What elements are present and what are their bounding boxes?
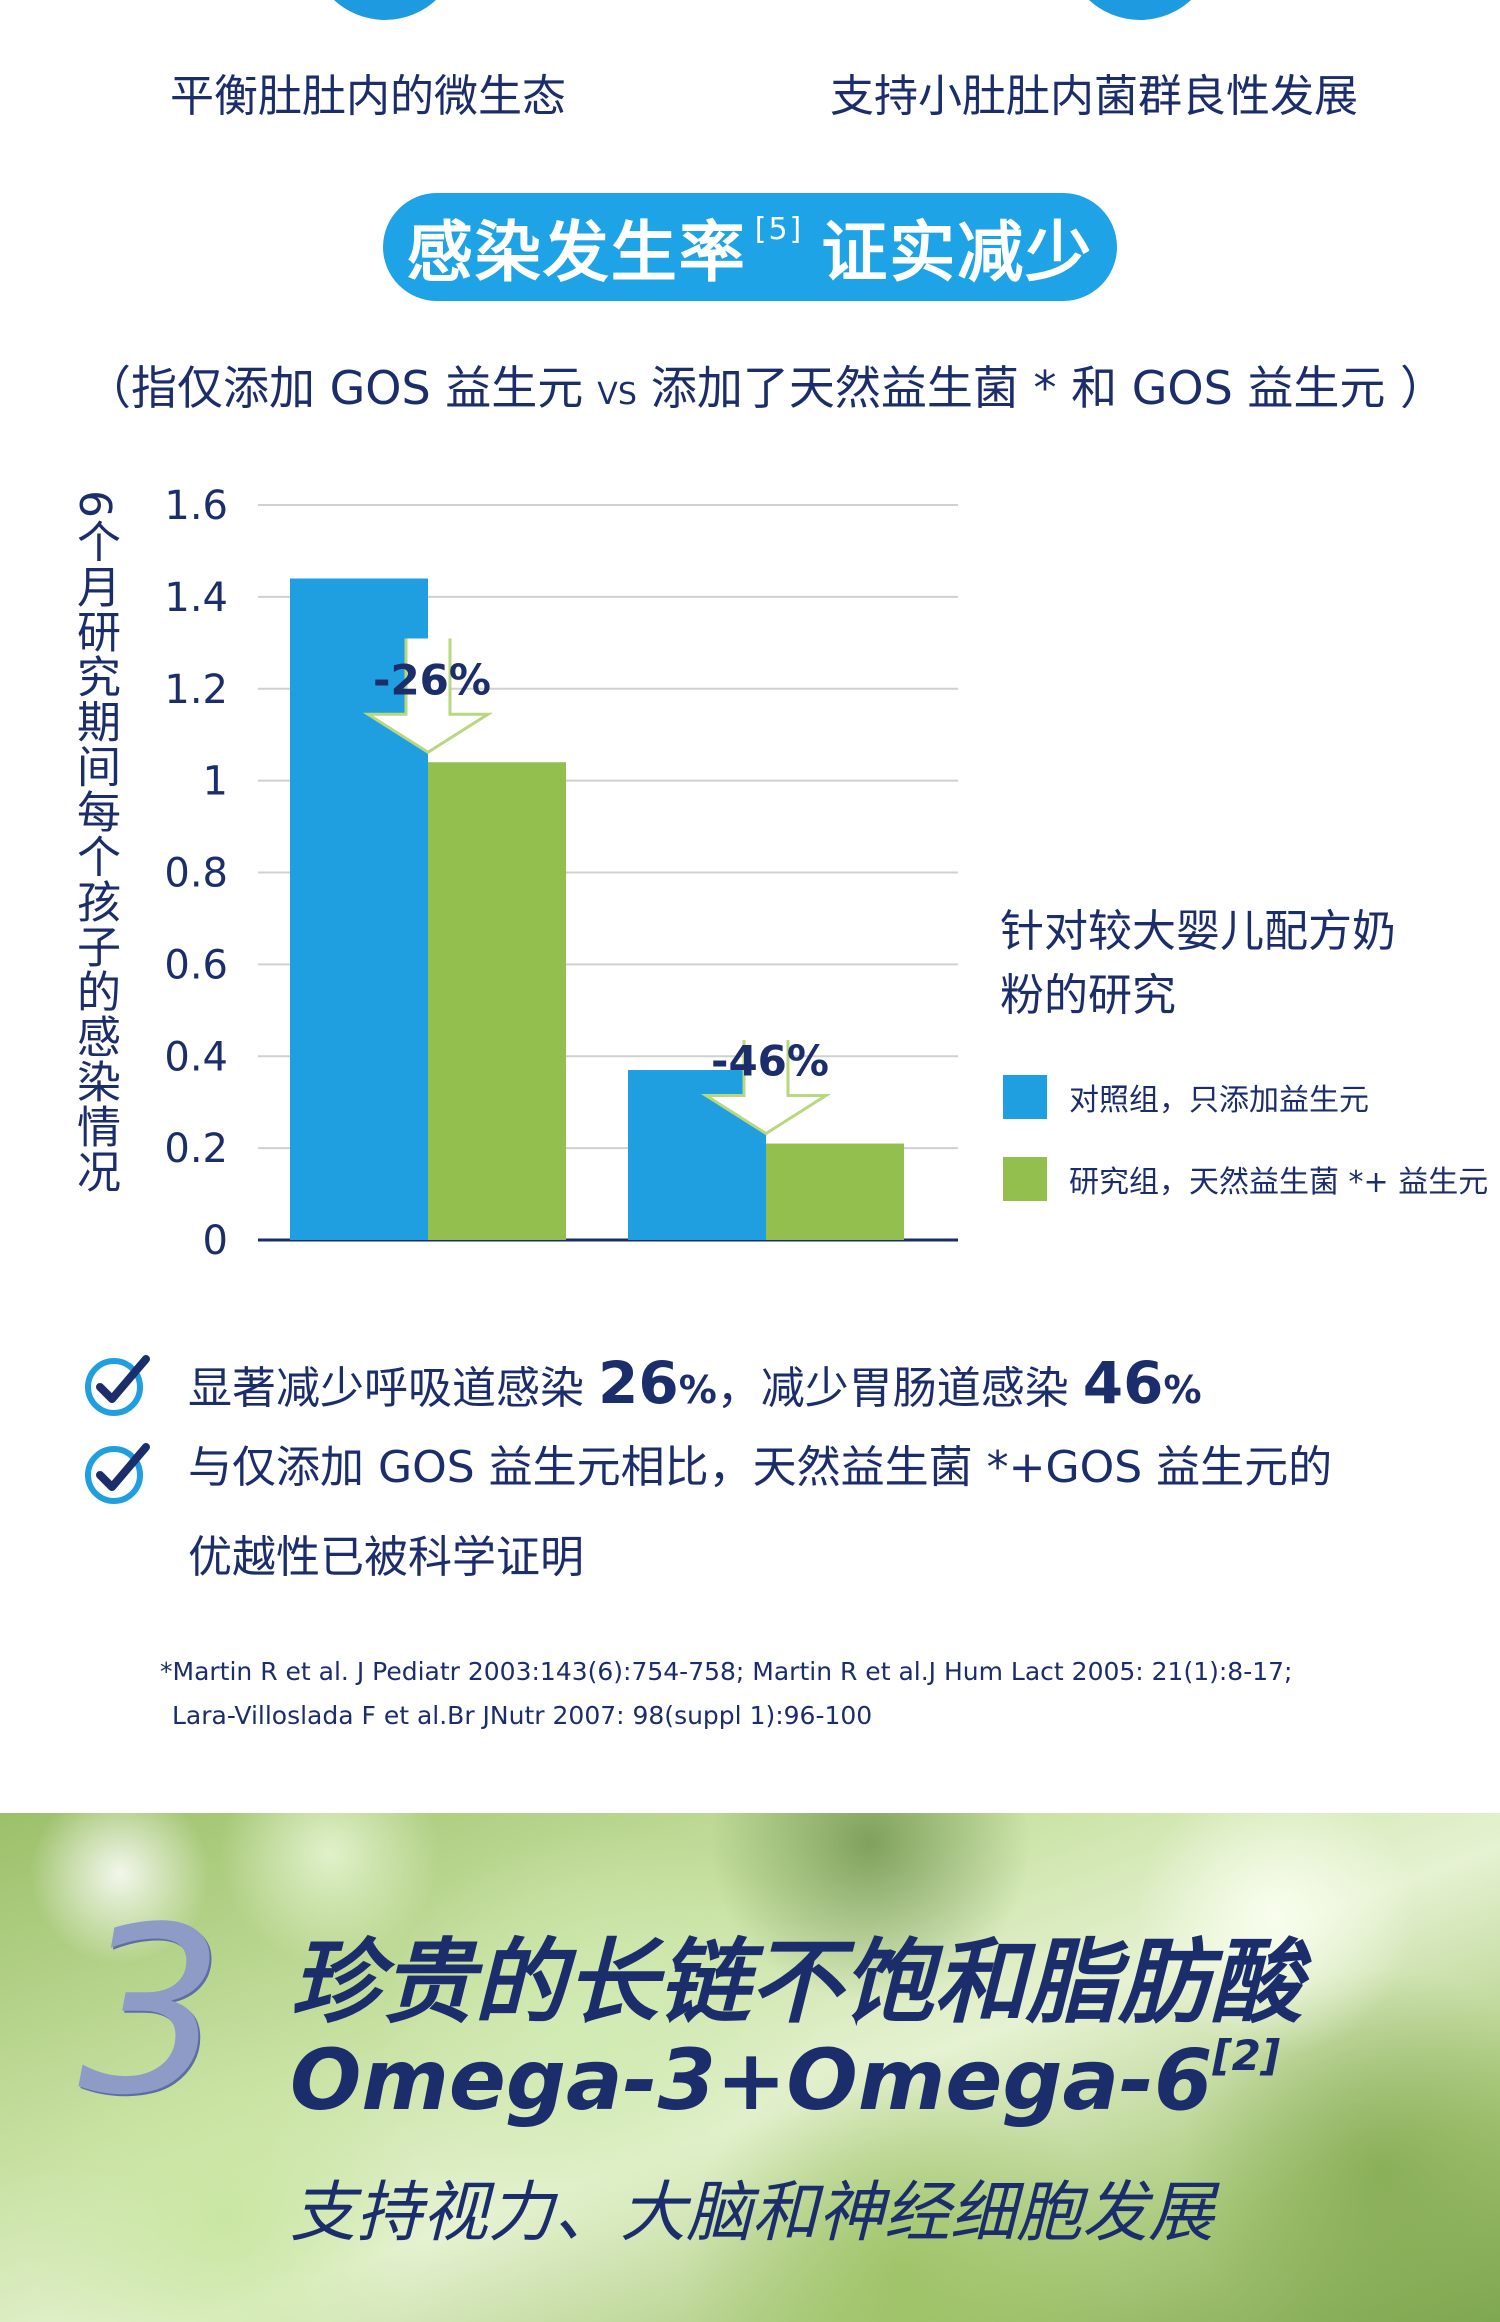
compare-vs: VS <box>597 377 637 412</box>
y-tick-label: 0.8 <box>164 851 228 897</box>
y-tick-label: 1.4 <box>164 575 228 621</box>
section-title: 珍贵的长链不饱和脂肪酸 <box>290 1929 1303 2036</box>
reduction-label: -26% <box>373 655 491 704</box>
legend-swatch-study <box>1003 1157 1047 1201</box>
check-circle-icon <box>85 1443 150 1504</box>
bullet-text-a: 显著减少呼吸道感染 <box>188 1363 598 1414</box>
compare-prefix: （指仅添加 GOS 益生元 <box>85 361 584 415</box>
stat-gastro-unit: % <box>1163 1368 1202 1412</box>
y-tick-label: 1.6 <box>164 483 228 529</box>
y-tick-label: 0.2 <box>164 1126 228 1172</box>
stat-respiratory-unit: % <box>678 1368 717 1412</box>
y-tick-label: 0.4 <box>164 1034 228 1080</box>
compare-suffix: 添加了天然益生菌 * 和 GOS 益生元 ） <box>650 361 1447 415</box>
reference-line-1: *Martin R et al. J Pediatr 2003:143(6):7… <box>160 1657 1293 1686</box>
banner-text-b: 证实减少 <box>821 214 1094 291</box>
legend-item-control: 对照组，只添加益生元 <box>1003 1075 1369 1119</box>
banner-ref: [5] <box>754 211 804 247</box>
infection-rate-banner: 感染发生率 [5] 证实减少 <box>383 193 1117 301</box>
reference-line-2: Lara-Villoslada F et al.Br JNutr 2007: 9… <box>172 1701 873 1730</box>
y-tick-label: 0.6 <box>164 942 228 988</box>
section-tagline: 支持视力、大脑和神经细胞发展 <box>290 2174 1214 2251</box>
omega-section: 3 珍贵的长链不饱和脂肪酸 Omega-3+Omega-6[2] 支持视力、大脑… <box>0 1813 1500 2322</box>
infection-bar-chart: 0 0.2 0.4 0.6 0.8 1 1.2 1.4 1.6 -26% -46% <box>164 483 958 1264</box>
reduction-label: -46% <box>711 1037 829 1086</box>
bullet-text-b: ，减少胃肠道感染 <box>716 1363 1083 1414</box>
legend-label-study: 研究组，天然益生菌 *+ 益生元 <box>1069 1165 1489 1200</box>
section-number: 3 <box>78 1879 225 2146</box>
legend-label-control: 对照组，只添加益生元 <box>1069 1083 1369 1118</box>
down-arrow-icon <box>362 638 494 755</box>
comparison-note: （指仅添加 GOS 益生元 VS 添加了天然益生菌 * 和 GOS 益生元 ） <box>85 352 1446 418</box>
feature-label-support: 支持小肚肚内菌群良性发展 <box>830 71 1358 122</box>
bullet-text-superiority-1: 与仅添加 GOS 益生元相比，天然益生菌 *+GOS 益生元的 <box>188 1442 1333 1493</box>
legend-item-study: 研究组，天然益生菌 *+ 益生元 <box>1003 1157 1488 1201</box>
y-tick-label: 1 <box>203 759 228 805</box>
y-tick-label: 1.2 <box>164 667 228 713</box>
bullet-text-reduction: 显著减少呼吸道感染 26%，减少胃肠道感染 46% <box>188 1349 1202 1417</box>
legend-title: 针对较大婴儿配方奶粉的研究 <box>1000 906 1396 1021</box>
gut-icon <box>1065 0 1215 20</box>
omega-ref: [2] <box>1212 2031 1281 2080</box>
down-arrow-icon <box>700 1040 832 1136</box>
banner-text-a: 感染发生率 <box>406 214 747 291</box>
stat-gastro: 46 <box>1082 1349 1164 1417</box>
stat-respiratory: 26 <box>598 1349 679 1417</box>
references: *Martin R et al. J Pediatr 2003:143(6):7… <box>160 1650 1292 1738</box>
bullet-text-superiority-2: 优越性已被科学证明 <box>188 1532 584 1583</box>
probiotic-icon <box>310 0 460 20</box>
bar-study-2 <box>766 1143 904 1240</box>
section-subtitle: Omega-3+Omega-6[2] <box>290 2031 1280 2129</box>
feature-label-balance: 平衡肚肚内的微生态 <box>170 71 566 122</box>
legend-swatch-control <box>1003 1075 1047 1119</box>
check-circle-icon <box>85 1355 150 1416</box>
y-tick-label: 0 <box>203 1218 228 1264</box>
chart-y-axis-label: 6个月研究期间每个孩子的感染情况 <box>69 490 120 1194</box>
omega-text: Omega-3+Omega-6 <box>290 2031 1213 2129</box>
bar-study-1 <box>428 762 566 1240</box>
